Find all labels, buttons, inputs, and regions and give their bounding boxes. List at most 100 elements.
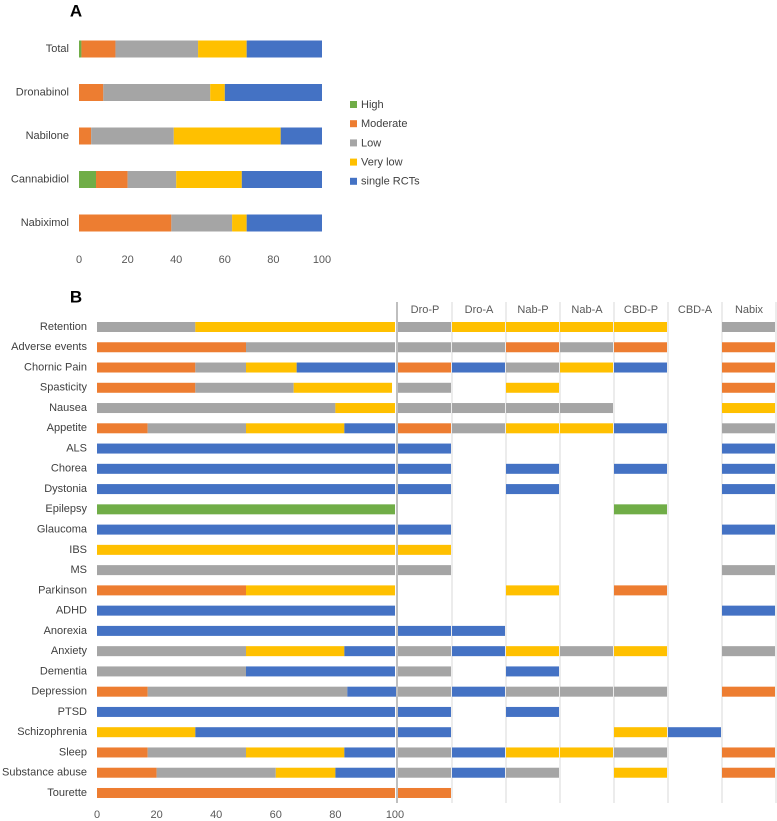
- bar-segment: [210, 84, 225, 101]
- bar-segment: [97, 706, 395, 717]
- bar-segment: [97, 787, 395, 798]
- bar-segment: [97, 767, 157, 778]
- matrix-cell: [506, 686, 559, 697]
- bar-segment: [97, 625, 395, 636]
- matrix-cell: [398, 484, 451, 495]
- matrix-cell: [398, 423, 451, 434]
- bar-segment: [97, 727, 196, 738]
- bar-segment: [195, 382, 294, 393]
- matrix-cell: [398, 524, 451, 535]
- matrix-cell: [452, 322, 505, 332]
- column-header: Nab-P: [517, 304, 548, 316]
- legend-swatch: [350, 177, 357, 185]
- column-header: CBD-A: [678, 304, 713, 316]
- bar-segment: [97, 646, 246, 657]
- bar-segment: [335, 403, 395, 414]
- bar-segment: [79, 171, 97, 188]
- matrix-cell: [452, 747, 505, 758]
- matrix-cell: [506, 403, 559, 414]
- matrix-cell: [506, 767, 559, 778]
- bar-segment: [97, 524, 395, 535]
- matrix-cell: [398, 666, 451, 677]
- y-tick-label: Anxiety: [51, 645, 88, 657]
- bar-segment: [176, 171, 242, 188]
- bar-segment: [97, 443, 395, 454]
- bar-segment: [246, 666, 395, 677]
- bar-segment: [91, 127, 174, 145]
- bar-segment: [79, 127, 92, 145]
- matrix-cell: [398, 727, 451, 738]
- x-tick-label: 0: [94, 809, 100, 821]
- legend-label: Moderate: [361, 118, 407, 130]
- matrix-cell: [722, 484, 775, 495]
- matrix-cell: [452, 686, 505, 697]
- bar-segment: [147, 686, 348, 697]
- panel-label: B: [70, 287, 82, 306]
- y-tick-label: Chornic Pain: [24, 361, 87, 373]
- matrix-cell: [398, 646, 451, 657]
- matrix-cell: [722, 646, 775, 657]
- matrix-cell: [452, 403, 505, 414]
- y-tick-label: Nausea: [49, 402, 88, 414]
- y-tick-label: Schizophrenia: [17, 726, 88, 738]
- matrix-cell: [398, 706, 451, 717]
- matrix-cell: [452, 625, 505, 636]
- bar-segment: [97, 403, 336, 414]
- bar-segment: [115, 40, 199, 58]
- bar-segment: [97, 342, 246, 353]
- bar-segment: [246, 362, 297, 373]
- matrix-cell: [506, 747, 559, 758]
- matrix-cell: [506, 342, 559, 353]
- bar-segment: [275, 767, 336, 778]
- matrix-cell: [560, 362, 613, 373]
- matrix-cell: [452, 362, 505, 373]
- bar-segment: [195, 362, 246, 373]
- legend-swatch: [350, 139, 357, 147]
- matrix-cell: [398, 625, 451, 636]
- bar-segment: [195, 727, 395, 738]
- y-tick-label: Tourette: [47, 787, 87, 799]
- bar-segment: [97, 686, 148, 697]
- matrix-cell: [722, 565, 775, 576]
- bar-segment: [103, 84, 211, 101]
- y-tick-label: Glaucoma: [37, 524, 88, 536]
- matrix-cell: [722, 382, 775, 393]
- column-header: Dro-A: [465, 304, 494, 316]
- y-tick-label: Cannabidiol: [11, 173, 69, 185]
- column-header: CBD-P: [624, 304, 658, 316]
- legend-label: single RCTs: [361, 176, 420, 188]
- matrix-cell: [398, 362, 451, 373]
- matrix-cell: [614, 747, 667, 758]
- x-tick-label: 80: [329, 809, 341, 821]
- matrix-cell: [722, 747, 775, 758]
- bar-segment: [224, 84, 322, 101]
- matrix-cell: [614, 504, 667, 515]
- y-tick-label: Sleep: [59, 746, 87, 758]
- bar-segment: [246, 423, 345, 434]
- matrix-cell: [452, 767, 505, 778]
- matrix-cell: [560, 747, 613, 758]
- panel-label: A: [70, 1, 82, 20]
- matrix-cell: [560, 403, 613, 414]
- bar-segment: [195, 322, 395, 332]
- legend-label: Low: [361, 137, 381, 149]
- y-tick-label: Total: [46, 43, 69, 55]
- x-tick-label: 40: [210, 809, 222, 821]
- matrix-cell: [560, 342, 613, 353]
- y-tick-label: ADHD: [56, 605, 87, 617]
- matrix-cell: [398, 382, 451, 393]
- x-tick-label: 0: [76, 254, 82, 266]
- matrix-cell: [722, 342, 775, 353]
- x-tick-label: 20: [121, 254, 133, 266]
- y-tick-label: Spasticity: [40, 382, 88, 394]
- legend-swatch: [350, 158, 357, 166]
- bar-segment: [296, 362, 395, 373]
- matrix-cell: [614, 585, 667, 596]
- matrix-cell: [398, 787, 451, 798]
- matrix-cell: [560, 423, 613, 434]
- column-header: Nab-A: [571, 304, 603, 316]
- y-tick-label: Parkinson: [38, 584, 87, 596]
- y-tick-label: Substance abuse: [2, 767, 87, 779]
- y-tick-label: Nabilone: [26, 130, 69, 142]
- bar-segment: [246, 214, 322, 232]
